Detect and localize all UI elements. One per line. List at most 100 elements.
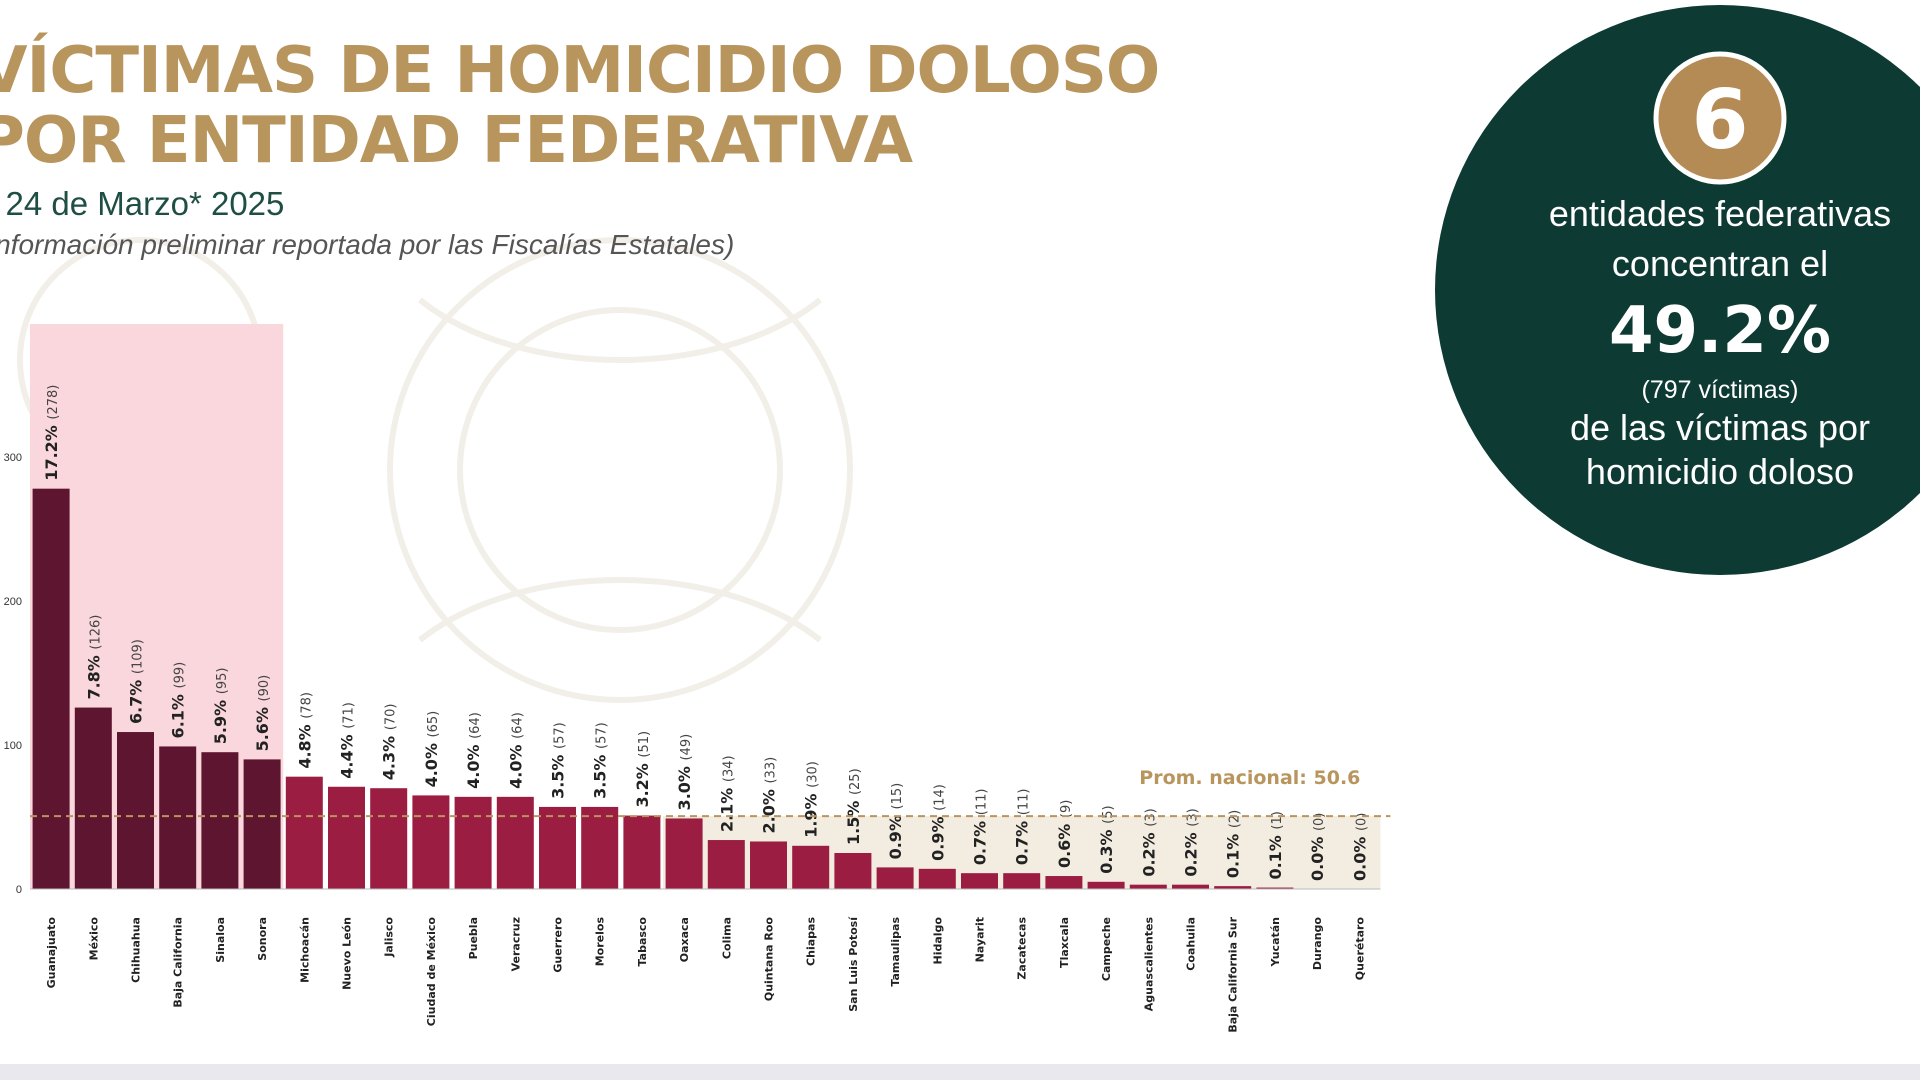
- bar: [707, 840, 745, 889]
- percent-label: 2.0%: [760, 784, 779, 834]
- count-label: (11): [1017, 789, 1032, 816]
- bar: [961, 873, 998, 889]
- data-label: 17.2% (278): [42, 385, 61, 481]
- data-label: 0.9% (15): [886, 783, 905, 860]
- data-label: 4.4% (71): [338, 702, 357, 779]
- callout-victims: (797 víctimas): [1642, 376, 1799, 404]
- bar: [1087, 881, 1125, 889]
- data-label: 1.9% (30): [802, 761, 821, 838]
- data-label: 0.2% (3): [1139, 808, 1158, 876]
- count-label: (3): [1143, 808, 1158, 826]
- percent-label: 3.5%: [549, 749, 568, 799]
- count-label: (278): [46, 385, 61, 420]
- bar: [539, 806, 576, 889]
- data-label: 4.0% (65): [422, 711, 441, 788]
- count-label: (5): [1101, 805, 1116, 823]
- percent-label: 6.7%: [127, 674, 146, 724]
- count-label: (99): [173, 662, 188, 689]
- count-label: (1): [1270, 811, 1285, 829]
- bar: [32, 488, 70, 889]
- percent-label: 7.8%: [84, 650, 103, 700]
- bar: [370, 788, 408, 889]
- percent-label: 0.0%: [1308, 831, 1327, 881]
- category-label: Jalisco: [383, 917, 396, 958]
- data-label: 2.0% (33): [760, 757, 779, 834]
- title-line-2: POR ENTIDAD FEDERATIVA: [0, 104, 913, 178]
- category-label: Chiapas: [805, 917, 818, 966]
- data-label: 5.6% (90): [253, 675, 272, 752]
- category-label: Guanajuato: [45, 917, 58, 989]
- category-label: Sinaloa: [214, 917, 227, 963]
- bottom-strip: [0, 1064, 1920, 1080]
- percent-label: 0.7%: [1013, 815, 1032, 865]
- category-label: Quintana Roo: [763, 917, 776, 1002]
- data-label: 1.5% (25): [844, 768, 863, 845]
- percent-label: 0.6%: [1055, 818, 1074, 868]
- category-label: Sonora: [256, 917, 269, 961]
- category-label: Oaxaca: [678, 917, 691, 962]
- bar: [285, 776, 323, 889]
- category-label: San Luis Potosí: [847, 916, 860, 1012]
- category-label: Zacatecas: [1016, 917, 1029, 980]
- count-label: (51): [637, 731, 652, 758]
- category-label: Durango: [1311, 917, 1324, 971]
- count-label: (9): [1059, 800, 1074, 818]
- data-label: 6.1% (99): [169, 662, 188, 739]
- percent-label: 4.3%: [380, 730, 399, 780]
- count-label: (109): [131, 639, 146, 674]
- category-label: Yucatán: [1269, 917, 1282, 967]
- y-tick-label: 300: [4, 452, 22, 464]
- bar: [834, 853, 872, 889]
- callout-line-4: homicidio doloso: [1586, 451, 1854, 492]
- data-label: 0.7% (11): [1013, 789, 1032, 866]
- data-label: 4.0% (64): [464, 712, 483, 789]
- bar: [876, 867, 914, 889]
- category-label: Morelos: [594, 917, 607, 967]
- percent-label: 0.9%: [886, 809, 905, 859]
- category-label: Colima: [720, 917, 733, 959]
- data-label: 0.0% (0): [1308, 813, 1327, 881]
- bar: [623, 815, 661, 889]
- category-label: Michoacán: [298, 917, 311, 983]
- top-entities-highlight-band: [30, 324, 284, 889]
- bar: [792, 845, 830, 889]
- data-label: 0.2% (3): [1182, 808, 1201, 876]
- source-note: (Información preliminar reportada por la…: [0, 229, 735, 260]
- bar: [1172, 884, 1209, 889]
- category-label: México: [87, 917, 100, 961]
- count-label: (2): [1228, 810, 1243, 828]
- count-label: (70): [384, 704, 399, 731]
- bar: [117, 732, 154, 889]
- category-label: Nayarit: [974, 917, 987, 962]
- category-label: Veracruz: [509, 917, 522, 971]
- percent-label: 4.0%: [422, 737, 441, 787]
- y-tick-label: 100: [4, 740, 22, 752]
- data-label: 0.1% (2): [1224, 810, 1243, 878]
- bar: [159, 746, 197, 889]
- y-tick-label: 200: [4, 596, 22, 608]
- callout-background: [1435, 5, 1920, 575]
- category-label: Coahuila: [1185, 917, 1198, 971]
- percent-label: 4.8%: [295, 719, 314, 769]
- title-line-1: VÍCTIMAS DE HOMICIDIO DOLOSO: [0, 34, 1160, 108]
- category-label: Querétaro: [1353, 917, 1366, 981]
- callout-line-2: concentran el: [1612, 243, 1828, 284]
- percent-label: 0.1%: [1224, 828, 1243, 878]
- count-label: (11): [975, 789, 990, 816]
- bar: [328, 786, 365, 889]
- count-label: (57): [553, 722, 568, 749]
- bar: [665, 818, 703, 889]
- date-subtitle: a 24 de Marzo* 2025: [0, 185, 285, 222]
- category-label: Baja California Sur: [1227, 916, 1240, 1032]
- data-label: 6.7% (109): [127, 639, 146, 724]
- category-label: Ciudad de México: [425, 917, 438, 1027]
- percent-label: 0.1%: [1266, 830, 1285, 880]
- y-tick-label: 0: [16, 884, 22, 896]
- bar: [1045, 876, 1083, 889]
- category-label: Puebla: [467, 917, 480, 959]
- data-label: 0.9% (14): [928, 784, 947, 861]
- count-label: (33): [764, 757, 779, 784]
- data-label: 0.0% (0): [1350, 813, 1369, 881]
- category-label: Hidalgo: [931, 917, 944, 965]
- callout-circle: 6 entidades federativas concentran el 49…: [1435, 5, 1920, 575]
